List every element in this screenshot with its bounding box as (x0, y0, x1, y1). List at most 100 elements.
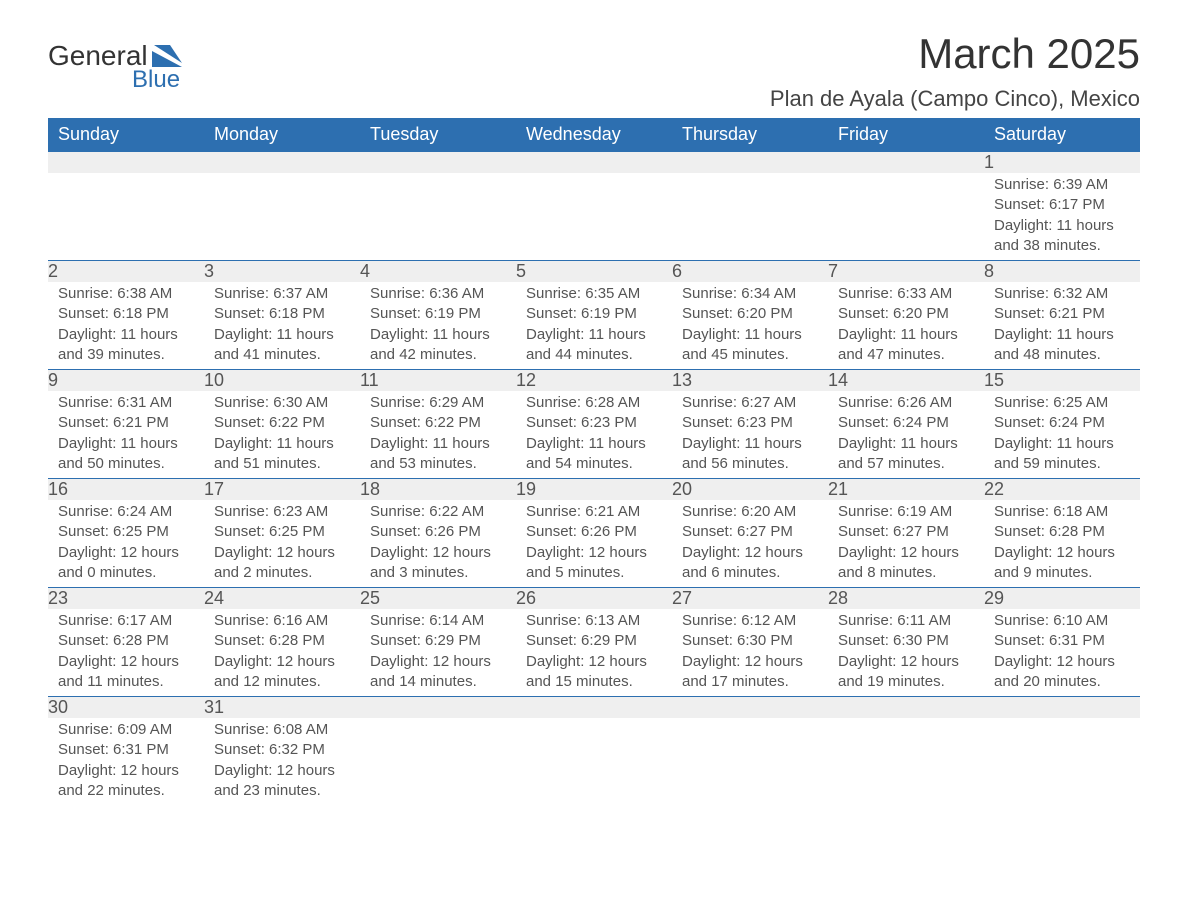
daylight-line: Daylight: 11 hours and 54 minutes. (526, 434, 662, 475)
sunrise-line: Sunrise: 6:09 AM (58, 720, 194, 740)
daylight-line: Daylight: 12 hours and 9 minutes. (994, 543, 1130, 584)
day-number-cell (516, 697, 672, 719)
day-number-cell: 1 (984, 152, 1140, 174)
sunset-line: Sunset: 6:21 PM (994, 304, 1130, 324)
day-info-cell: Sunrise: 6:35 AMSunset: 6:19 PMDaylight:… (516, 282, 672, 370)
day-info-cell: Sunrise: 6:24 AMSunset: 6:25 PMDaylight:… (48, 500, 204, 588)
daylight-line: Daylight: 11 hours and 38 minutes. (994, 216, 1130, 257)
calendar-header-row: Sunday Monday Tuesday Wednesday Thursday… (48, 118, 1140, 152)
daylight-line: Daylight: 12 hours and 0 minutes. (58, 543, 194, 584)
day-info-cell: Sunrise: 6:27 AMSunset: 6:23 PMDaylight:… (672, 391, 828, 479)
day-header: Sunday (48, 118, 204, 152)
daylight-line: Daylight: 11 hours and 51 minutes. (214, 434, 350, 475)
day-number-cell: 20 (672, 479, 828, 501)
day-number-cell: 7 (828, 261, 984, 283)
sunset-line: Sunset: 6:27 PM (682, 522, 818, 542)
day-info-cell: Sunrise: 6:13 AMSunset: 6:29 PMDaylight:… (516, 609, 672, 697)
sunset-line: Sunset: 6:32 PM (214, 740, 350, 760)
daylight-line: Daylight: 12 hours and 6 minutes. (682, 543, 818, 584)
page-header: General Blue March 2025 Plan de Ayala (C… (48, 30, 1140, 112)
day-header: Tuesday (360, 118, 516, 152)
daylight-line: Daylight: 12 hours and 11 minutes. (58, 652, 194, 693)
daylight-line: Daylight: 11 hours and 48 minutes. (994, 325, 1130, 366)
daylight-line: Daylight: 12 hours and 5 minutes. (526, 543, 662, 584)
sunset-line: Sunset: 6:24 PM (994, 413, 1130, 433)
daylight-line: Daylight: 12 hours and 12 minutes. (214, 652, 350, 693)
sunset-line: Sunset: 6:23 PM (526, 413, 662, 433)
sunrise-line: Sunrise: 6:39 AM (994, 175, 1130, 195)
day-info-cell (672, 718, 828, 805)
day-info-cell: Sunrise: 6:32 AMSunset: 6:21 PMDaylight:… (984, 282, 1140, 370)
sunrise-line: Sunrise: 6:08 AM (214, 720, 350, 740)
sunrise-line: Sunrise: 6:10 AM (994, 611, 1130, 631)
daylight-line: Daylight: 11 hours and 57 minutes. (838, 434, 974, 475)
daylight-line: Daylight: 12 hours and 8 minutes. (838, 543, 974, 584)
day-number-cell: 23 (48, 588, 204, 610)
sunset-line: Sunset: 6:22 PM (370, 413, 506, 433)
sunrise-line: Sunrise: 6:36 AM (370, 284, 506, 304)
sunrise-line: Sunrise: 6:32 AM (994, 284, 1130, 304)
daylight-line: Daylight: 11 hours and 47 minutes. (838, 325, 974, 366)
calendar-info-row: Sunrise: 6:24 AMSunset: 6:25 PMDaylight:… (48, 500, 1140, 588)
sunrise-line: Sunrise: 6:38 AM (58, 284, 194, 304)
day-number-cell: 9 (48, 370, 204, 392)
day-number-cell: 29 (984, 588, 1140, 610)
sunset-line: Sunset: 6:31 PM (58, 740, 194, 760)
sunrise-line: Sunrise: 6:19 AM (838, 502, 974, 522)
sunrise-line: Sunrise: 6:37 AM (214, 284, 350, 304)
day-number-cell: 27 (672, 588, 828, 610)
calendar-info-row: Sunrise: 6:39 AMSunset: 6:17 PMDaylight:… (48, 173, 1140, 261)
day-number-cell: 25 (360, 588, 516, 610)
day-info-cell: Sunrise: 6:19 AMSunset: 6:27 PMDaylight:… (828, 500, 984, 588)
calendar-daynum-row: 2345678 (48, 261, 1140, 283)
daylight-line: Daylight: 12 hours and 2 minutes. (214, 543, 350, 584)
sunrise-line: Sunrise: 6:24 AM (58, 502, 194, 522)
daylight-line: Daylight: 12 hours and 23 minutes. (214, 761, 350, 802)
sunrise-line: Sunrise: 6:27 AM (682, 393, 818, 413)
daylight-line: Daylight: 12 hours and 14 minutes. (370, 652, 506, 693)
daylight-line: Daylight: 11 hours and 42 minutes. (370, 325, 506, 366)
calendar-info-row: Sunrise: 6:09 AMSunset: 6:31 PM Daylight:… (48, 718, 1140, 805)
sunrise-line: Sunrise: 6:20 AM (682, 502, 818, 522)
sunset-line: Sunset: 6:18 PM (214, 304, 350, 324)
sunrise-line: Sunrise: 6:21 AM (526, 502, 662, 522)
day-number-cell: 24 (204, 588, 360, 610)
day-info-cell: Sunrise: 6:12 AMSunset: 6:30 PMDaylight:… (672, 609, 828, 697)
sunrise-line: Sunrise: 6:18 AM (994, 502, 1130, 522)
day-info-cell: Sunrise: 6:38 AMSunset: 6:18 PMDaylight:… (48, 282, 204, 370)
daylight-line: Daylight: 12 hours and 19 minutes. (838, 652, 974, 693)
sunrise-line: Sunrise: 6:35 AM (526, 284, 662, 304)
location-subtitle: Plan de Ayala (Campo Cinco), Mexico (770, 86, 1140, 112)
sunset-line: Sunset: 6:18 PM (58, 304, 194, 324)
sunset-line: Sunset: 6:29 PM (370, 631, 506, 651)
day-info-cell: Sunrise: 6:39 AMSunset: 6:17 PMDaylight:… (984, 173, 1140, 261)
daylight-line: Daylight: 11 hours and 41 minutes. (214, 325, 350, 366)
day-info-cell (516, 718, 672, 805)
brand-logo: General Blue (48, 40, 182, 94)
day-number-cell (672, 697, 828, 719)
day-info-cell: Sunrise: 6:22 AMSunset: 6:26 PMDaylight:… (360, 500, 516, 588)
day-number-cell: 3 (204, 261, 360, 283)
sunrise-line: Sunrise: 6:13 AM (526, 611, 662, 631)
day-number-cell: 18 (360, 479, 516, 501)
day-number-cell: 6 (672, 261, 828, 283)
sunrise-line: Sunrise: 6:11 AM (838, 611, 974, 631)
sunrise-line: Sunrise: 6:33 AM (838, 284, 974, 304)
day-number-cell: 19 (516, 479, 672, 501)
day-info-cell (204, 173, 360, 261)
day-info-cell: Sunrise: 6:29 AMSunset: 6:22 PMDaylight:… (360, 391, 516, 479)
sunset-line: Sunset: 6:20 PM (682, 304, 818, 324)
day-info-cell (984, 718, 1140, 805)
day-header: Saturday (984, 118, 1140, 152)
sunset-line: Sunset: 6:30 PM (838, 631, 974, 651)
day-number-cell: 21 (828, 479, 984, 501)
calendar-daynum-row: 23242526272829 (48, 588, 1140, 610)
sunset-line: Sunset: 6:26 PM (370, 522, 506, 542)
sunrise-line: Sunrise: 6:22 AM (370, 502, 506, 522)
sunset-line: Sunset: 6:25 PM (58, 522, 194, 542)
day-info-cell: Sunrise: 6:33 AMSunset: 6:20 PMDaylight:… (828, 282, 984, 370)
day-info-cell (828, 173, 984, 261)
day-number-cell: 11 (360, 370, 516, 392)
daylight-line: Daylight: 11 hours and 44 minutes. (526, 325, 662, 366)
title-block: March 2025 Plan de Ayala (Campo Cinco), … (770, 30, 1140, 112)
